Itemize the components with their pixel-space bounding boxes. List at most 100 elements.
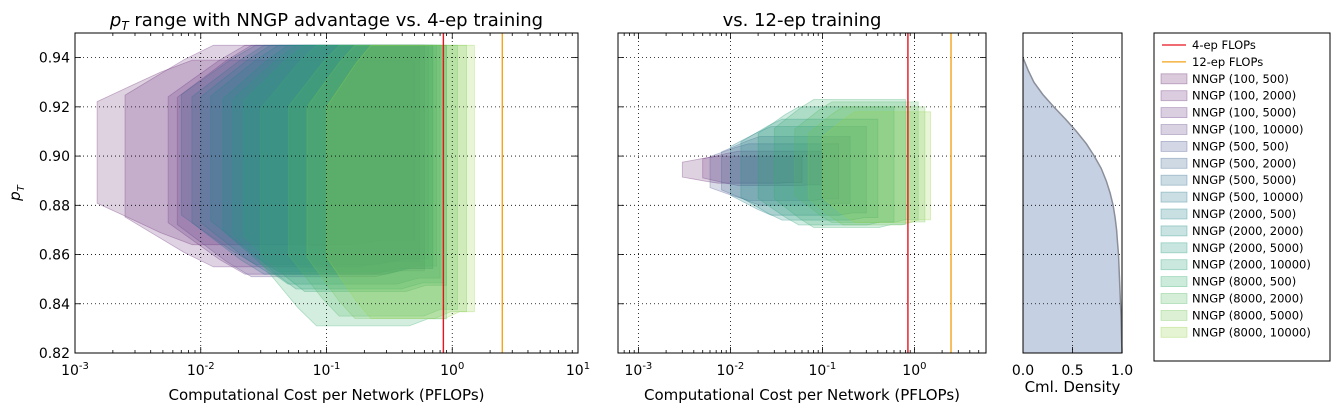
legend-item: NNGP (2000, 10000) xyxy=(1160,258,1311,272)
legend-patch-swatch xyxy=(1160,140,1188,152)
region-nngp-2000-2000- xyxy=(222,44,441,285)
x-axis-label: Computational Cost per Network (PFLOPs) xyxy=(644,386,960,404)
legend-label: NNGP (100, 5000) xyxy=(1192,106,1296,120)
region-nngp-8000-2000- xyxy=(794,101,919,223)
region-nngp-8000-10000- xyxy=(822,111,931,223)
legend-patch-swatch xyxy=(1160,309,1188,321)
legend-item: NNGP (8000, 500) xyxy=(1160,275,1296,289)
region-nngp-100-2000- xyxy=(702,150,823,186)
legend-label: NNGP (8000, 10000) xyxy=(1192,325,1311,339)
legend-patch-swatch xyxy=(1160,107,1188,118)
legend-label: NNGP (8000, 5000) xyxy=(1192,308,1304,322)
region-nngp-100-5000- xyxy=(167,44,425,275)
legend-label: NNGP (500, 2000) xyxy=(1192,156,1296,170)
legend-item: NNGP (8000, 5000) xyxy=(1160,308,1304,322)
chart-title: pT range with NNGP advantage vs. 4-ep tr… xyxy=(109,10,543,33)
legend-patch-swatch xyxy=(1160,90,1188,102)
region-nngp-500-2000- xyxy=(180,44,430,265)
legend-patch-swatch xyxy=(1160,293,1188,304)
region-nngp-8000-5000- xyxy=(306,44,467,319)
x-axis-label: Cml. Density xyxy=(1025,378,1121,396)
legend-label: NNGP (100, 500) xyxy=(1192,72,1289,86)
region-nngp-500-500- xyxy=(709,143,839,201)
legend-item: NNGP (500, 5000) xyxy=(1160,173,1296,187)
x-tick-label: 0.0 xyxy=(1012,363,1034,379)
region-nngp-2000-10000- xyxy=(757,106,895,226)
legend-patch-swatch xyxy=(1160,191,1188,203)
region-nngp-500-2000- xyxy=(721,136,851,206)
x-tick-label: 10-2 xyxy=(717,361,745,379)
chart-title: vs. 12-ep training xyxy=(723,10,882,31)
panel-12ep: 10-3 10-2 10-1 100 Computational Cost per Ne… xyxy=(617,10,987,404)
legend-patch-swatch xyxy=(1160,73,1188,85)
legend-label: NNGP (2000, 500) xyxy=(1192,207,1296,221)
legend-item: NNGP (100, 500) xyxy=(1160,72,1289,86)
legend-label: NNGP (500, 500) xyxy=(1192,139,1289,153)
legend-item: NNGP (100, 5000) xyxy=(1160,106,1296,120)
region-nngp-500-10000- xyxy=(200,44,434,275)
legend-item: NNGP (8000, 10000) xyxy=(1160,325,1311,339)
y-tick-label: 0.84 xyxy=(39,297,70,313)
legend-item: NNGP (8000, 2000) xyxy=(1160,292,1304,306)
x-tick-label: 10-1 xyxy=(809,361,837,379)
region-nngp-2000-500- xyxy=(730,126,867,216)
legend-patch-swatch xyxy=(1160,326,1188,338)
legend-item: NNGP (100, 2000) xyxy=(1160,89,1296,103)
y-tick-label: 0.92 xyxy=(39,100,70,116)
legend-patch-swatch xyxy=(1160,208,1188,220)
legend-label: NNGP (100, 10000) xyxy=(1192,123,1304,137)
legend-label: NNGP (2000, 10000) xyxy=(1192,258,1311,272)
x-tick-label: 10-3 xyxy=(625,361,653,379)
legend-item: 4-ep FLOPs xyxy=(1162,38,1256,52)
region-nngp-2000-500- xyxy=(210,44,437,273)
x-tick-label: 100 xyxy=(902,361,926,379)
x-tick-label: 10-3 xyxy=(61,361,89,379)
panel-4ep: 10-3 10-2 10-1 100 101 Computational Cost per… xyxy=(6,10,590,404)
legend-label: NNGP (100, 2000) xyxy=(1192,89,1296,103)
x-tick-label: 0.5 xyxy=(1061,363,1083,379)
legend-label: NNGP (8000, 2000) xyxy=(1192,292,1304,306)
legend-label: NNGP (2000, 5000) xyxy=(1192,241,1304,255)
legend-item: NNGP (500, 500) xyxy=(1160,139,1289,153)
legend-label: 12-ep FLOPs xyxy=(1192,55,1263,69)
region-nngp-500-5000- xyxy=(191,44,434,275)
legend-patch-swatch xyxy=(1160,124,1188,135)
region-nngp-8000-500- xyxy=(260,44,447,327)
y-tick-label: 0.86 xyxy=(39,248,70,264)
density-curve xyxy=(1022,57,1123,354)
legend-item: NNGP (2000, 500) xyxy=(1160,207,1296,221)
x-tick-label: 10-2 xyxy=(187,361,215,379)
legend-item: NNGP (2000, 5000) xyxy=(1160,241,1304,255)
y-tick-label: 0.90 xyxy=(39,149,70,165)
legend-label: NNGP (500, 5000) xyxy=(1192,173,1296,187)
region-nngp-100-500- xyxy=(96,59,415,246)
x-axis-label: Computational Cost per Network (PFLOPs) xyxy=(168,386,484,404)
legend-patch-swatch xyxy=(1160,174,1188,186)
region-nngp-100-2000- xyxy=(124,44,420,268)
y-tick-label: 0.94 xyxy=(39,51,70,67)
x-tick-label: 1.0 xyxy=(1111,363,1133,379)
legend: 4-ep FLOPs 12-ep FLOPs NNGP (100, 500) NNGP… xyxy=(1153,32,1331,362)
regions xyxy=(681,99,931,228)
x-tick-label: 101 xyxy=(566,361,590,379)
region-nngp-8000-500- xyxy=(773,99,906,228)
region-nngp-100-10000- xyxy=(176,44,425,278)
legend-item: NNGP (100, 10000) xyxy=(1160,123,1304,137)
legend-patch-swatch xyxy=(1160,276,1188,288)
legend-patch-swatch xyxy=(1160,157,1188,169)
x-tick-label: 10-1 xyxy=(313,361,341,379)
legend-frame xyxy=(1153,32,1331,362)
region-nngp-8000-10000- xyxy=(326,44,475,319)
regions xyxy=(96,44,475,327)
region-nngp-2000-2000- xyxy=(740,118,879,221)
legend-label: NNGP (500, 10000) xyxy=(1192,190,1304,204)
legend-item: NNGP (500, 10000) xyxy=(1160,190,1304,204)
legend-label: NNGP (8000, 500) xyxy=(1192,275,1296,289)
legend-patch-swatch xyxy=(1160,242,1188,254)
region-nngp-8000-2000- xyxy=(288,44,458,317)
y-axis-label: pT xyxy=(6,184,27,202)
legend-item: 12-ep FLOPs xyxy=(1162,55,1263,69)
legend-label: NNGP (2000, 2000) xyxy=(1192,224,1304,238)
